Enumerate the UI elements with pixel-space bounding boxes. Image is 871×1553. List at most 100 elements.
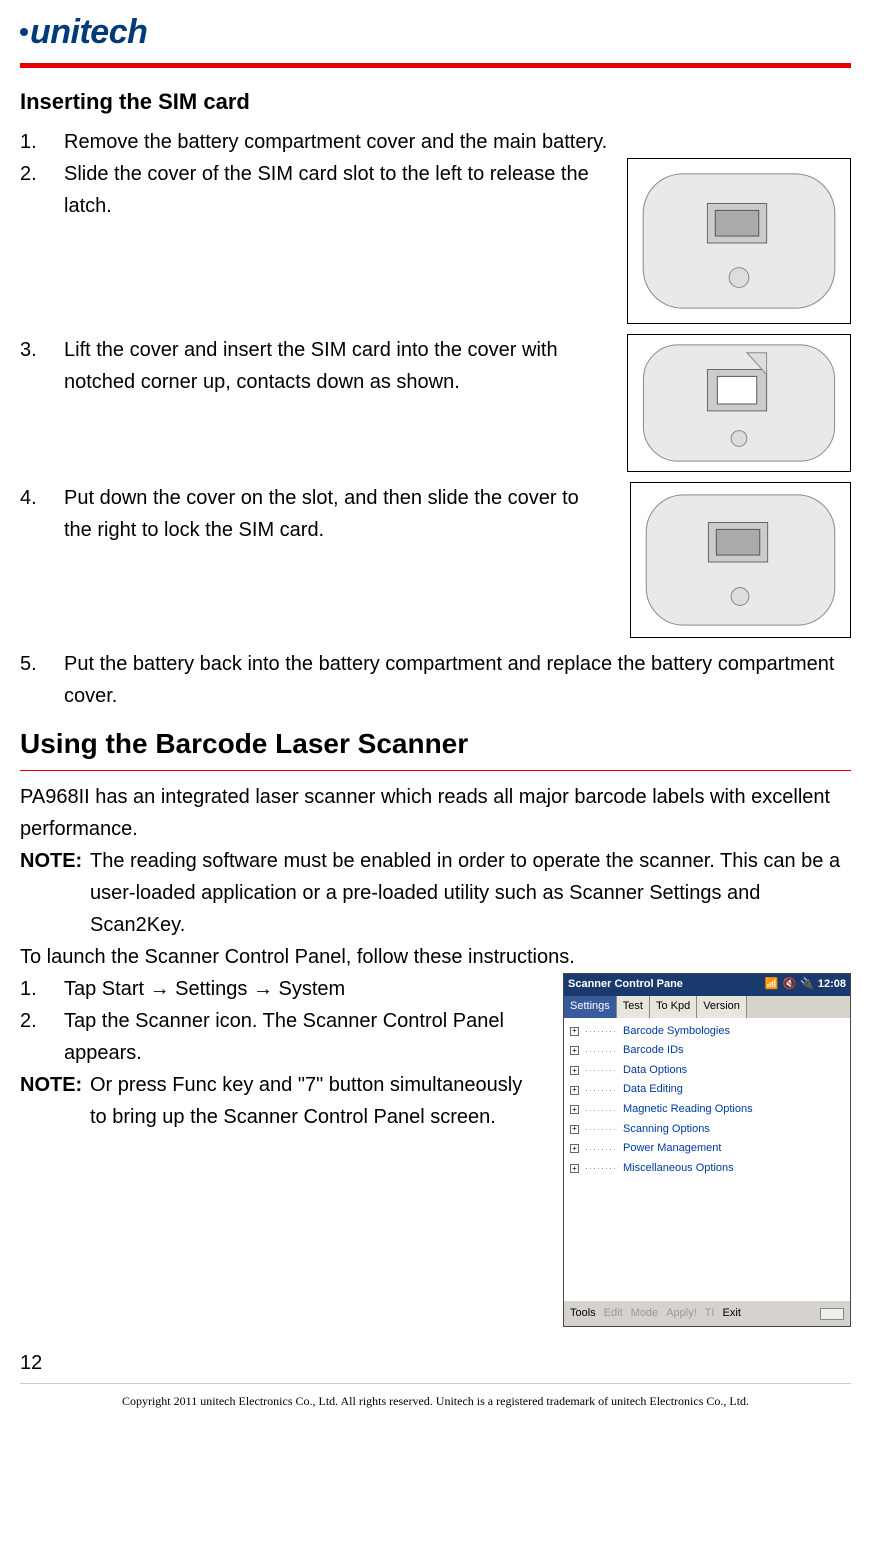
section-title-sim: Inserting the SIM card [20,84,851,119]
tree-item[interactable]: + ········ Scanning Options [570,1120,844,1140]
step-5: 5. Put the battery back into the battery… [20,648,851,712]
expand-icon[interactable]: + [570,1144,579,1153]
tree-item[interactable]: + ········ Data Options [570,1061,844,1081]
step-number: 4. [20,482,64,546]
settings-tree: + ········ Barcode Symbologies + ········ Ba… [564,1018,850,1183]
tree-item[interactable]: + ········ Barcode Symbologies [570,1022,844,1042]
tree-label: Power Management [623,1140,721,1158]
step-4-row: 4. Put down the cover on the slot, and t… [20,482,851,638]
page-header: unitech [20,0,851,59]
tree-dots-icon: ········ [585,1142,617,1156]
step-number: 2. [20,158,64,222]
tree-dots-icon: ········ [585,1044,617,1058]
tree-label: Barcode IDs [623,1042,684,1060]
step-text: Remove the battery compartment cover and… [64,126,851,158]
scanner-intro: PA968II has an integrated laser scanner … [20,781,851,845]
step-4: 4. Put down the cover on the slot, and t… [20,482,610,546]
step-text: Tap the Scanner icon. The Scanner Contro… [64,1005,543,1069]
step-text: Put the battery back into the battery co… [64,648,851,712]
tree-label: Miscellaneous Options [623,1160,734,1178]
scanner-control-panel-screenshot: Scanner Control Pane 📶 🔇 🔌 12:08 Setting… [563,973,851,1327]
tree-dots-icon: ········ [585,1063,617,1077]
logo-text: unitech [30,5,147,59]
step-3-row: 3. Lift the cover and insert the SIM car… [20,334,851,472]
step-number: 1. [20,973,64,1005]
tab-settings[interactable]: Settings [564,996,617,1018]
tree-label: Scanning Options [623,1121,710,1139]
expand-icon[interactable]: + [570,1046,579,1055]
logo: unitech [20,5,147,59]
device-illustration-icon [628,159,850,323]
window-titlebar: Scanner Control Pane 📶 🔇 🔌 12:08 [564,974,850,996]
device-illustration-icon [628,335,850,471]
step-text: Lift the cover and insert the SIM card i… [64,334,607,398]
tree-item[interactable]: + ········ Data Editing [570,1080,844,1100]
tree-label: Barcode Symbologies [623,1023,730,1041]
menu-mode: Mode [631,1305,659,1323]
tree-dots-icon: ········ [585,1122,617,1136]
sim-image-1 [627,158,851,324]
menu-apply: Apply! [666,1305,697,1323]
tree-item[interactable]: + ········ Miscellaneous Options [570,1159,844,1179]
tree-label: Data Options [623,1062,687,1080]
tab-to-kpd[interactable]: To Kpd [650,996,697,1018]
note-1: NOTE: The reading software must be enabl… [20,845,851,941]
note-text: Or press Func key and "7" button simulta… [90,1069,543,1133]
title-underline [20,770,851,771]
header-red-bar [20,63,851,68]
expand-icon[interactable]: + [570,1086,579,1095]
tree-dots-icon: ········ [585,1024,617,1038]
clock-text: 12:08 [818,976,846,994]
menu-edit: Edit [604,1305,623,1323]
note-text: The reading software must be enabled in … [90,845,851,941]
note-2: NOTE: Or press Func key and "7" button s… [20,1069,543,1133]
expand-icon[interactable]: + [570,1125,579,1134]
scanner-steps-section: 1. Tap Start → Settings → System 2. Tap … [20,973,851,1327]
menu-tools[interactable]: Tools [570,1305,596,1323]
note-label: NOTE: [20,845,90,941]
step-text: Slide the cover of the SIM card slot to … [64,158,607,222]
step-number: 1. [20,126,64,158]
tree-item[interactable]: + ········ Power Management [570,1139,844,1159]
step-2-row: 2. Slide the cover of the SIM card slot … [20,158,851,324]
tree-dots-icon: ········ [585,1103,617,1117]
speaker-icon: 🔇 [782,976,796,994]
page-number: 12 [20,1347,851,1379]
footer-copyright: Copyright 2011 unitech Electronics Co., … [20,1392,851,1411]
tab-test[interactable]: Test [617,996,650,1018]
step-3: 3. Lift the cover and insert the SIM car… [20,334,607,398]
tree-item[interactable]: + ········ Magnetic Reading Options [570,1100,844,1120]
menu-exit[interactable]: Exit [723,1305,741,1323]
expand-icon[interactable]: + [570,1105,579,1114]
expand-icon[interactable]: + [570,1066,579,1075]
note-label: NOTE: [20,1069,90,1133]
step-text: Tap Start → Settings → System [64,973,543,1005]
tree-label: Data Editing [623,1081,683,1099]
battery-icon: 🔌 [800,976,814,994]
tree-item[interactable]: + ········ Barcode IDs [570,1041,844,1061]
footer-divider [20,1383,851,1384]
step-2: 2. Slide the cover of the SIM card slot … [20,158,607,222]
tab-bar: Settings Test To Kpd Version [564,996,850,1018]
expand-icon[interactable]: + [570,1027,579,1036]
scanner-step-2: 2. Tap the Scanner icon. The Scanner Con… [20,1005,543,1069]
tab-version[interactable]: Version [697,996,747,1018]
keyboard-icon[interactable] [820,1308,844,1320]
step-text: Put down the cover on the slot, and then… [64,482,610,546]
tree-label: Magnetic Reading Options [623,1101,753,1119]
tree-dots-icon: ········ [585,1161,617,1175]
tree-dots-icon: ········ [585,1083,617,1097]
launch-instructions: To launch the Scanner Control Panel, fol… [20,941,851,973]
scanner-steps-text: 1. Tap Start → Settings → System 2. Tap … [20,973,543,1327]
menu-bar: Tools Edit Mode Apply! TI Exit [564,1301,850,1327]
step-number: 2. [20,1005,64,1069]
device-illustration-icon [631,483,850,637]
scanner-step-1: 1. Tap Start → Settings → System [20,973,543,1005]
menu-ti: TI [705,1305,715,1323]
sim-image-2 [627,334,851,472]
step-number: 3. [20,334,64,398]
expand-icon[interactable]: + [570,1164,579,1173]
sim-image-3 [630,482,851,638]
step-1: 1. Remove the battery compartment cover … [20,126,851,158]
logo-dot-icon [20,28,28,36]
